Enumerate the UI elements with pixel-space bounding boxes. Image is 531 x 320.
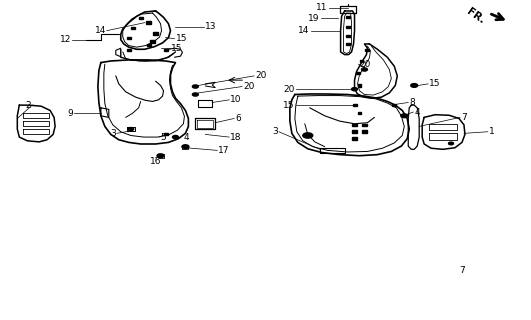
Text: 1: 1 xyxy=(489,127,494,136)
Bar xyxy=(131,27,135,29)
Bar xyxy=(359,60,364,62)
Text: 4: 4 xyxy=(414,108,420,116)
Text: 13: 13 xyxy=(205,22,217,31)
Bar xyxy=(352,131,357,133)
Text: 12: 12 xyxy=(59,35,71,44)
Circle shape xyxy=(362,68,367,71)
Bar xyxy=(362,131,367,133)
Circle shape xyxy=(449,142,453,145)
Text: 6: 6 xyxy=(235,114,241,123)
Text: 7: 7 xyxy=(459,266,465,275)
Circle shape xyxy=(192,93,199,96)
Circle shape xyxy=(157,154,164,157)
Bar xyxy=(147,44,151,46)
Bar xyxy=(365,49,370,52)
Bar xyxy=(139,17,143,20)
Text: 18: 18 xyxy=(230,132,242,141)
Text: 2: 2 xyxy=(25,101,31,110)
Circle shape xyxy=(352,88,357,91)
Bar xyxy=(392,104,396,106)
Bar xyxy=(153,32,158,35)
Bar xyxy=(357,84,362,86)
Text: 15: 15 xyxy=(170,44,182,53)
Bar xyxy=(127,36,131,39)
Bar xyxy=(352,124,357,126)
Circle shape xyxy=(128,127,134,131)
Bar xyxy=(362,124,367,126)
Text: 3: 3 xyxy=(272,127,278,136)
Text: 3: 3 xyxy=(110,129,116,138)
Bar xyxy=(357,112,362,114)
Circle shape xyxy=(411,84,418,87)
Circle shape xyxy=(192,85,199,88)
Bar xyxy=(353,104,356,106)
Text: 4: 4 xyxy=(183,132,189,141)
Text: 15: 15 xyxy=(429,79,441,88)
Text: 5: 5 xyxy=(160,132,166,141)
Text: 15: 15 xyxy=(175,34,187,43)
Text: 20: 20 xyxy=(243,82,254,91)
Text: 20: 20 xyxy=(284,85,295,94)
Text: 11: 11 xyxy=(316,3,328,12)
Bar xyxy=(356,72,359,74)
Text: 14: 14 xyxy=(95,26,106,35)
Text: 7: 7 xyxy=(461,113,467,122)
Bar xyxy=(164,49,167,52)
Text: 14: 14 xyxy=(298,26,310,35)
Bar xyxy=(164,133,167,135)
Circle shape xyxy=(182,145,189,148)
Text: 20: 20 xyxy=(359,60,371,69)
Bar xyxy=(150,40,155,43)
Text: FR.: FR. xyxy=(465,6,487,25)
Bar xyxy=(346,43,349,45)
Text: 10: 10 xyxy=(230,95,242,104)
Bar xyxy=(346,26,349,28)
Text: 9: 9 xyxy=(67,108,73,118)
Text: 20: 20 xyxy=(255,71,267,80)
Bar xyxy=(352,137,357,140)
Text: 8: 8 xyxy=(409,98,415,107)
Text: 16: 16 xyxy=(150,156,161,165)
Circle shape xyxy=(303,133,313,138)
Bar xyxy=(346,16,349,19)
Bar xyxy=(346,35,349,37)
Circle shape xyxy=(401,114,408,118)
Bar xyxy=(127,49,131,52)
Text: 17: 17 xyxy=(218,146,230,155)
Text: 19: 19 xyxy=(308,14,320,23)
Circle shape xyxy=(173,135,178,139)
Text: 15: 15 xyxy=(284,101,295,110)
Bar xyxy=(146,21,151,24)
